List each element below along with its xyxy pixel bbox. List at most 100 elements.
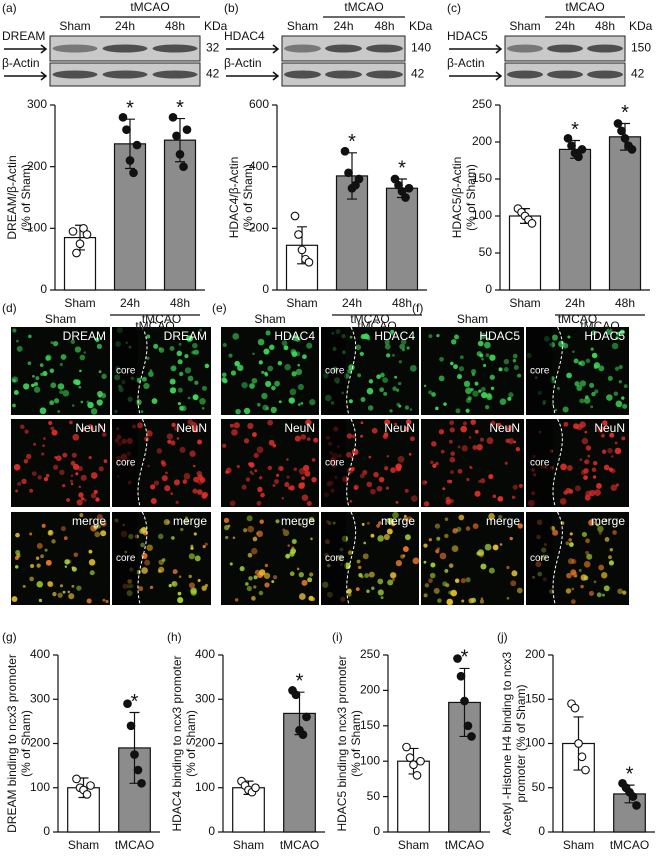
cell xyxy=(376,485,383,492)
stain-label: merge xyxy=(173,514,207,528)
cell xyxy=(309,399,316,406)
cell xyxy=(284,363,291,371)
cell xyxy=(470,369,477,375)
cell xyxy=(157,533,164,540)
cell xyxy=(256,530,263,538)
cell xyxy=(583,475,588,481)
cell xyxy=(264,582,270,588)
y-tick-label: 200 xyxy=(27,159,47,173)
cell xyxy=(409,364,417,372)
core-shade xyxy=(526,512,553,605)
cell xyxy=(39,363,44,367)
bar xyxy=(508,215,542,291)
cell xyxy=(608,555,612,560)
cell xyxy=(176,350,183,357)
cell xyxy=(251,377,258,384)
cell xyxy=(190,544,194,548)
cell xyxy=(480,563,487,570)
cell xyxy=(204,363,210,369)
cell xyxy=(174,426,179,432)
cell xyxy=(243,528,248,533)
cell xyxy=(47,529,54,536)
cell xyxy=(488,567,495,574)
cell xyxy=(593,362,601,369)
cell xyxy=(349,499,353,503)
cell xyxy=(39,407,47,415)
cell xyxy=(614,441,618,445)
cell xyxy=(394,422,397,426)
lane-label: 48h xyxy=(595,19,615,33)
significance: * xyxy=(398,157,406,179)
cell xyxy=(204,542,208,546)
y-axis-label: HDAC4 binding to ncx3 promoter xyxy=(170,655,184,831)
cell xyxy=(444,568,449,573)
cell xyxy=(192,488,198,494)
cell xyxy=(463,380,471,388)
cell xyxy=(193,395,198,399)
stain-label: DREAM xyxy=(63,329,106,343)
cell xyxy=(177,591,182,596)
cell xyxy=(183,472,191,480)
cell xyxy=(377,521,382,525)
core-border xyxy=(552,326,563,416)
cell xyxy=(566,372,572,379)
cell xyxy=(382,377,388,383)
cell xyxy=(570,599,576,604)
cell xyxy=(196,470,203,477)
cell xyxy=(301,579,308,586)
cell xyxy=(395,500,399,504)
y-tick-label: 300 xyxy=(195,691,215,705)
data-point xyxy=(574,739,583,748)
x-tick-label: tMCAO xyxy=(280,838,319,852)
cell xyxy=(12,328,17,333)
cell xyxy=(449,420,455,426)
cell xyxy=(361,522,365,526)
cell xyxy=(62,389,70,397)
cell xyxy=(603,464,610,471)
cell xyxy=(158,566,165,573)
y-axis-label: (% of Sham) xyxy=(464,164,478,231)
cell xyxy=(384,339,390,345)
cell xyxy=(62,452,68,458)
cell xyxy=(484,543,492,551)
cell xyxy=(585,358,591,364)
cell xyxy=(451,339,457,345)
cell xyxy=(267,465,273,471)
cell xyxy=(287,544,291,547)
cell xyxy=(81,427,86,432)
cell xyxy=(88,455,92,460)
y-tick-label: 100 xyxy=(30,780,50,794)
cell xyxy=(458,366,465,372)
cell xyxy=(73,379,79,385)
cell xyxy=(390,467,396,473)
cell xyxy=(492,494,497,499)
cell xyxy=(430,562,436,568)
cell xyxy=(465,526,471,531)
stain-label: HDAC4 xyxy=(374,329,415,343)
cell xyxy=(167,439,172,444)
panel-label: (d) xyxy=(2,301,17,315)
cell xyxy=(69,420,73,425)
cell xyxy=(281,497,284,500)
cell xyxy=(359,351,364,356)
data-point xyxy=(82,230,92,239)
kda-label: 42 xyxy=(411,67,425,81)
cell xyxy=(604,537,610,542)
cell xyxy=(594,489,601,496)
cell xyxy=(166,520,170,524)
cell xyxy=(25,453,32,460)
cell xyxy=(146,334,151,339)
data-point xyxy=(463,721,473,731)
cell xyxy=(274,380,280,387)
cell xyxy=(53,398,60,404)
y-axis-label: HDAC5/β-Actin xyxy=(450,157,464,239)
cell xyxy=(281,340,288,347)
cell xyxy=(289,388,297,396)
cell xyxy=(24,429,29,434)
cell xyxy=(618,365,623,370)
band-label: β-Actin xyxy=(2,56,40,70)
cell xyxy=(241,484,247,490)
cell xyxy=(71,584,75,588)
cell xyxy=(60,354,67,360)
data-point xyxy=(72,774,81,784)
